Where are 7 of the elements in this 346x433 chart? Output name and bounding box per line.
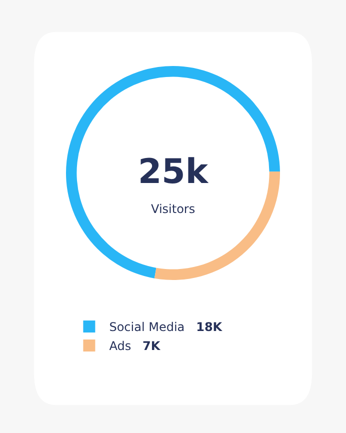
donut-slice bbox=[66, 66, 280, 278]
data-label: 7K bbox=[142, 339, 161, 354]
legend-label: Social Media bbox=[109, 320, 185, 334]
text: 25k bbox=[138, 152, 210, 192]
text: Visitors bbox=[151, 202, 196, 216]
legend-label: Ads bbox=[109, 339, 132, 354]
data-label: 18K bbox=[196, 320, 223, 334]
